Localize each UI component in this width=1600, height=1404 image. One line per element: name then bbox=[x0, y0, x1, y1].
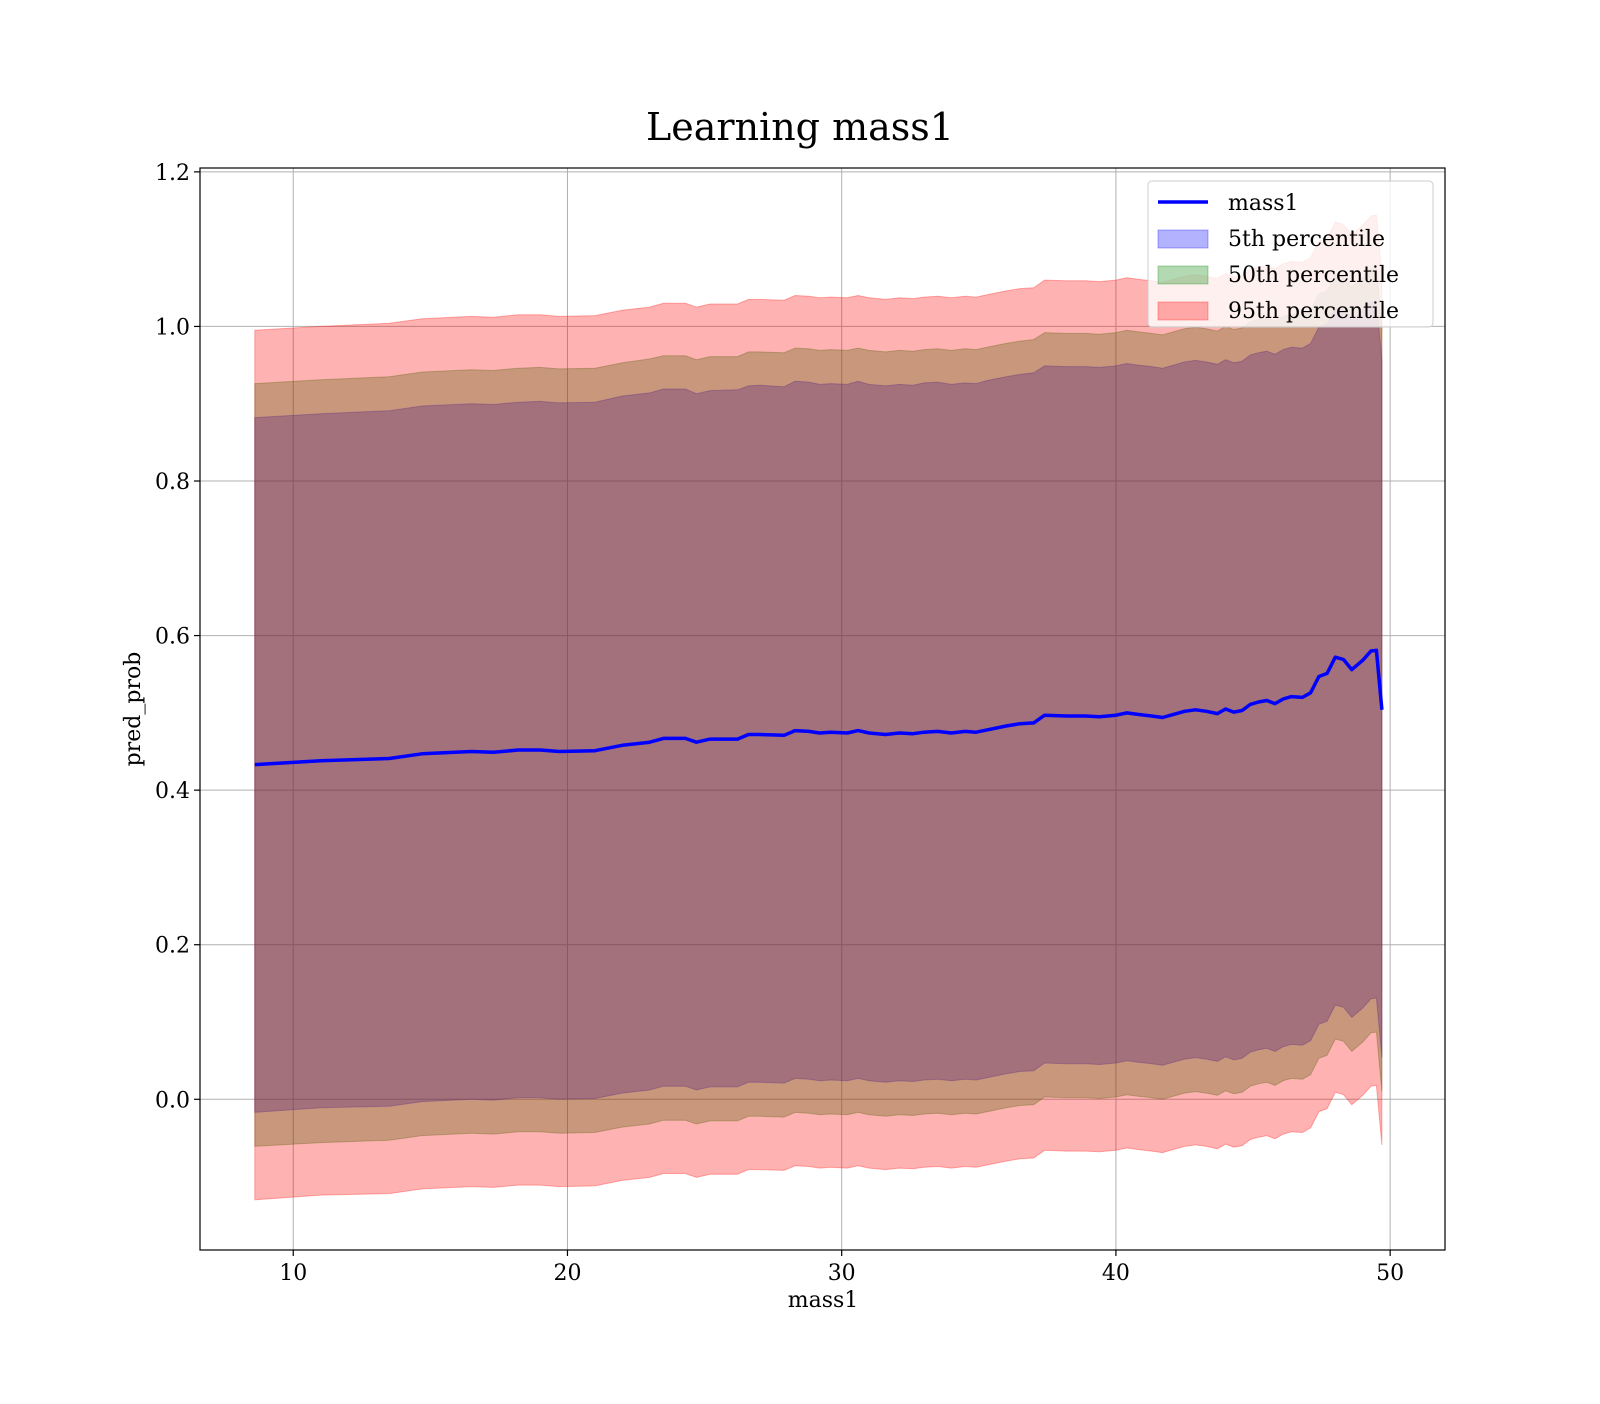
legend-label: 5th percentile bbox=[1228, 227, 1385, 252]
mean-line-layer bbox=[254, 648, 1384, 767]
plot-frame bbox=[199, 167, 1446, 1251]
legend-swatch-band bbox=[1157, 229, 1209, 249]
grid-lines bbox=[200, 168, 1445, 1250]
legend-label: 95th percentile bbox=[1228, 299, 1399, 324]
legend: mass1 5th percentile 50th percentile 95th p… bbox=[1147, 180, 1434, 328]
y-tick-label: 0.4 bbox=[155, 779, 190, 804]
series-line-mass1 bbox=[254, 648, 1384, 767]
x-tick-label: 30 bbox=[828, 1261, 856, 1286]
y-tick-label: 0.2 bbox=[155, 934, 190, 959]
y-tick-label: 1.0 bbox=[155, 315, 190, 340]
y-tick-label: 0.8 bbox=[155, 470, 190, 495]
legend-swatch-band bbox=[1157, 301, 1209, 321]
legend-label: 50th percentile bbox=[1228, 263, 1399, 288]
y-axis-label: pred_prob bbox=[121, 652, 146, 767]
legend-box bbox=[1147, 180, 1434, 328]
band-5th-percentile bbox=[254, 300, 1383, 1113]
x-axis-label: mass1 bbox=[788, 1288, 859, 1313]
percentile-bands bbox=[254, 214, 1383, 1201]
x-tick-label: 40 bbox=[1102, 1261, 1130, 1286]
x-tick-label: 50 bbox=[1376, 1261, 1404, 1286]
band-95th-percentile bbox=[254, 214, 1383, 1201]
y-tick-label: 1.2 bbox=[155, 161, 190, 186]
band-50th-percentile bbox=[254, 267, 1383, 1147]
y-tick-label: 0.0 bbox=[155, 1088, 190, 1113]
legend-swatch-band bbox=[1157, 265, 1209, 285]
x-axis-ticks: 10 20 30 40 50 bbox=[279, 1250, 1404, 1286]
x-tick-label: 20 bbox=[553, 1261, 581, 1286]
y-tick-label: 0.6 bbox=[155, 625, 190, 650]
y-axis-ticks: 0.0 0.2 0.4 0.6 0.8 1.0 1.2 bbox=[155, 161, 200, 1113]
chart-title: Learning mass1 bbox=[646, 105, 954, 149]
x-tick-label: 10 bbox=[279, 1261, 307, 1286]
legend-label: mass1 bbox=[1228, 191, 1299, 216]
